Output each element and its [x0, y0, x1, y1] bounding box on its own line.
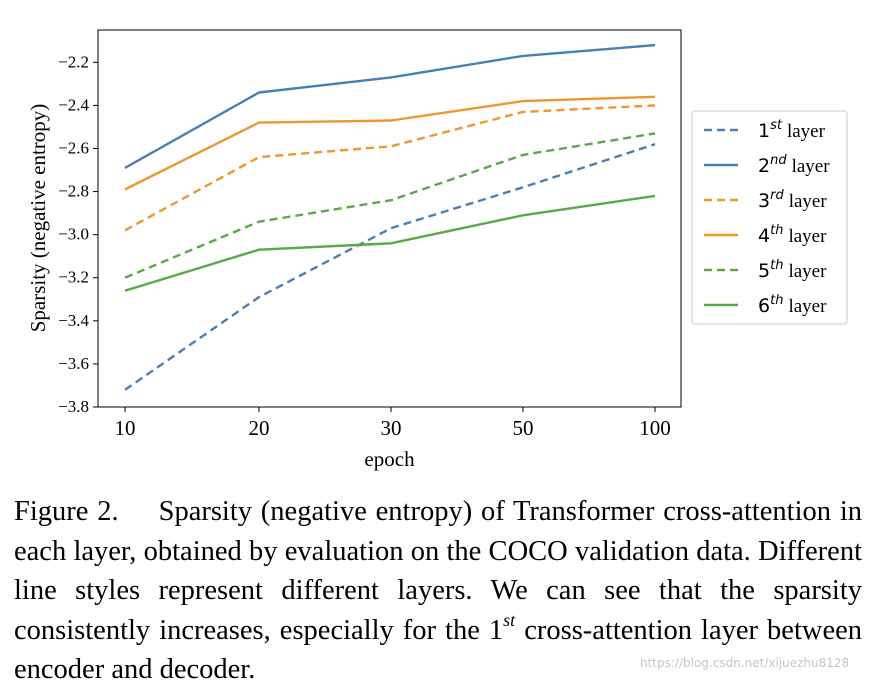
x-tick-label: 10	[115, 416, 136, 440]
x-tick-label: 30	[381, 416, 402, 440]
legend-entry-number: 2	[758, 155, 770, 177]
watermark: https://blog.csdn.net/xijuezhu8128	[640, 656, 850, 670]
y-tick-label: −2.4	[58, 95, 89, 114]
y-tick-label: −2.2	[58, 52, 89, 71]
caption-text-end: cross-attention layer between encoder an…	[14, 614, 862, 686]
x-tick-label: 100	[639, 416, 671, 440]
legend-entry-label: layer	[788, 261, 827, 282]
legend-entry-superscript: th	[770, 223, 783, 238]
legend-entry-number: 1	[758, 120, 770, 142]
line-chart: −2.2 −2.4 −2.6 −2.8 −3.0 −3.2 −3.4 −3.6 −3.8 10 2…	[26, 29, 848, 471]
x-tick-label: 50	[513, 416, 534, 440]
legend-entry-number: 5	[758, 260, 770, 282]
figure-label: Figure 2.	[14, 496, 119, 527]
x-axis-title: epoch	[364, 447, 415, 471]
legend-entry: 4th layer	[758, 223, 827, 247]
series-line-1	[124, 143, 656, 391]
y-tick-label: −2.6	[58, 138, 89, 157]
legend-entry-label: layer	[789, 191, 828, 212]
y-tick-label: −3.0	[58, 225, 89, 244]
legend-entry: 5th layer	[758, 258, 827, 282]
figure-caption: Figure 2. Sparsity (negative entropy) of …	[14, 492, 862, 690]
series-line-2	[124, 43, 656, 169]
legend-entry-label: layer	[788, 226, 827, 247]
legend-entry-number: 6	[758, 295, 770, 317]
caption-text: Sparsity (negative entropy) of Transform…	[14, 496, 862, 646]
legend-entry-superscript: rd	[770, 188, 784, 203]
legend-entry-number: 3	[758, 190, 770, 212]
legend-entry-superscript: th	[770, 293, 783, 308]
y-tick-label: −3.6	[58, 354, 89, 373]
y-tick-label: −2.8	[58, 182, 89, 201]
legend-entry: 2nd layer	[758, 153, 830, 177]
legend-entry-label: layer	[788, 296, 827, 317]
legend-entry: 6th layer	[758, 293, 827, 317]
legend-entry: 1st layer	[758, 118, 826, 142]
x-tick-label: 20	[249, 416, 270, 440]
y-tick-label: −3.4	[58, 311, 89, 330]
legend-entry-superscript: st	[770, 118, 783, 133]
y-tick-label: −3.8	[58, 397, 89, 416]
y-axis: −2.2 −2.4 −2.6 −2.8 −3.0 −3.2 −3.4 −3.6 −3.8	[58, 52, 98, 416]
legend-entry-label: layer	[792, 156, 831, 177]
y-tick-label: −3.2	[58, 268, 89, 287]
legend-entry-superscript: nd	[770, 153, 787, 168]
x-axis: 10 20 30 50 100	[115, 407, 671, 440]
plot-area	[97, 29, 682, 408]
series-line-6	[124, 194, 656, 292]
legend-entry: 3rd layer	[758, 188, 827, 212]
legend-entry-superscript: th	[770, 258, 783, 273]
caption-superscript: st	[503, 609, 516, 630]
y-axis-title: Sparsity (negative entropy)	[26, 104, 50, 333]
legend-entry-number: 4	[758, 225, 770, 247]
series-line-5	[124, 132, 656, 279]
series-lines	[124, 43, 656, 391]
series-line-4	[124, 95, 656, 191]
legend-entry-label: layer	[787, 121, 826, 142]
